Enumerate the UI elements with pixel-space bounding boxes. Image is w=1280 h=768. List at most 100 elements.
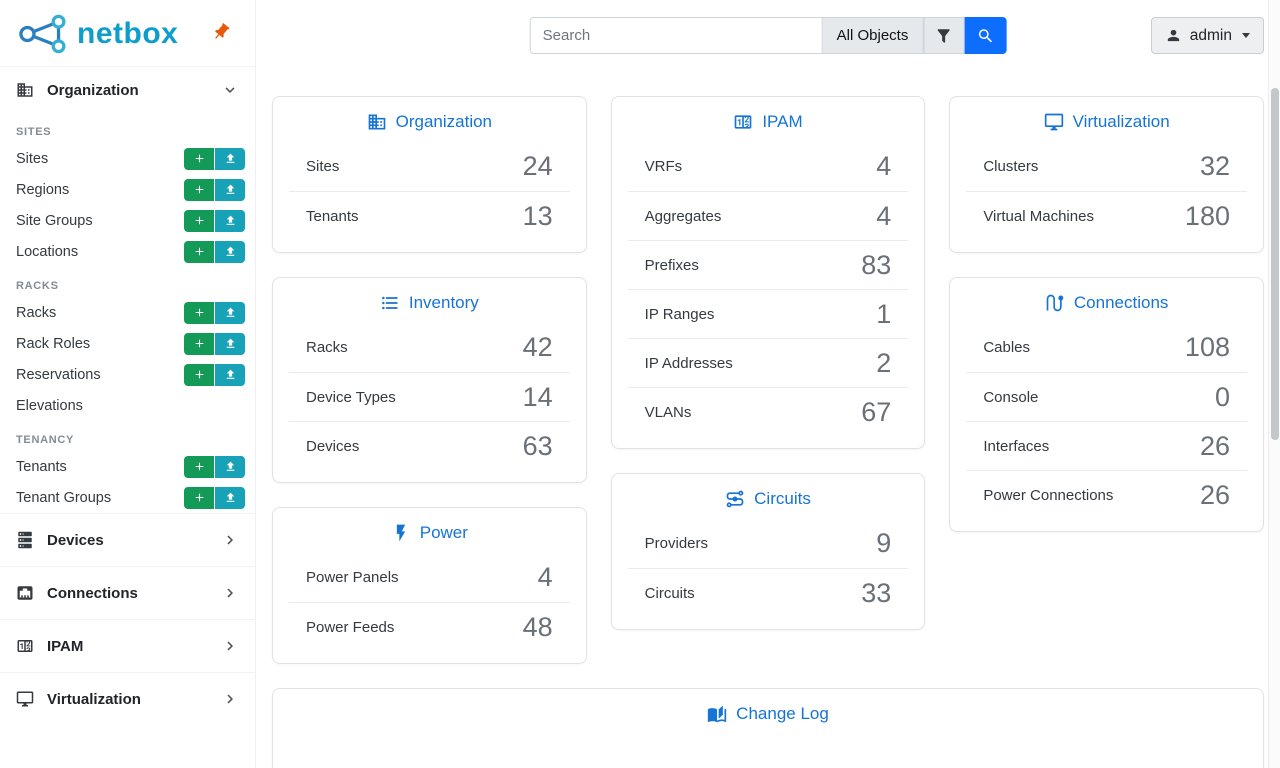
stat-label-link[interactable]: VLANs <box>644 403 692 421</box>
sidebar-section-header-devices[interactable]: Devices <box>0 514 255 566</box>
sidebar-item-sites[interactable]: Sites <box>0 143 255 174</box>
stat-value-link[interactable]: 4 <box>876 200 892 231</box>
stat-label-link[interactable]: Racks <box>306 339 348 356</box>
stat-row: Providers 9 <box>628 519 909 568</box>
card-body: Sites 24 Tenants 13 <box>273 142 586 240</box>
sidebar-item-site-groups[interactable]: Site Groups <box>0 205 255 236</box>
stat-label-link[interactable]: Power Panels <box>306 569 399 586</box>
import-button[interactable] <box>215 147 245 170</box>
stat-value-link[interactable]: 24 <box>522 151 553 181</box>
import-button[interactable] <box>215 209 245 232</box>
stat-label-link[interactable]: Device Types <box>306 388 396 406</box>
stat-label-link[interactable]: Interfaces <box>983 437 1050 455</box>
stat-value-link[interactable]: 26 <box>1199 479 1230 510</box>
sidebar-item-rack-roles[interactable]: Rack Roles <box>0 328 255 359</box>
transit-icon <box>726 490 744 508</box>
add-button[interactable] <box>184 363 214 386</box>
add-button[interactable] <box>184 486 214 509</box>
stat-label-link[interactable]: Power Connections <box>983 486 1114 504</box>
stat-value-link[interactable]: 14 <box>522 381 553 412</box>
add-button[interactable] <box>184 332 214 355</box>
sidebar-section-header-organization[interactable]: Organization <box>0 67 255 113</box>
page-scrollbar[interactable] <box>1268 0 1280 768</box>
sidebar-item-tenants[interactable]: Tenants <box>0 451 255 482</box>
stat-value-link[interactable]: 2 <box>876 347 892 378</box>
sidebar-section-devices: Devices <box>0 513 255 566</box>
stat-label-link[interactable]: Power Feeds <box>306 618 395 636</box>
stat-value-link[interactable]: 48 <box>522 611 553 642</box>
stat-value-link[interactable]: 9 <box>876 528 892 558</box>
add-button[interactable] <box>184 147 214 170</box>
stat-value-link[interactable]: 13 <box>522 200 553 231</box>
stat-label-link[interactable]: Tenants <box>306 207 359 225</box>
sidebar-item-tenant-groups[interactable]: Tenant Groups <box>0 482 255 513</box>
search-submit-button[interactable] <box>964 17 1007 54</box>
stat-value-link[interactable]: 4 <box>876 151 892 181</box>
stat-label-link[interactable]: Console <box>983 388 1039 406</box>
stat-label-link[interactable]: Circuits <box>644 584 695 602</box>
add-button[interactable] <box>184 209 214 232</box>
add-button[interactable] <box>184 178 214 201</box>
sidebar-item-elevations[interactable]: Elevations <box>0 390 255 421</box>
sidebar-item-racks[interactable]: Racks <box>0 297 255 328</box>
stat-value-link[interactable]: 0 <box>1214 381 1230 412</box>
scrollbar-thumb[interactable] <box>1271 88 1279 440</box>
card-title-label: Connections <box>1073 293 1169 312</box>
stat-label-link[interactable]: IP Ranges <box>644 305 715 323</box>
stat-label-link[interactable]: Devices <box>306 437 360 455</box>
pin-sidebar-icon[interactable] <box>211 22 231 42</box>
account-icon <box>1167 29 1179 42</box>
import-button[interactable] <box>215 178 245 201</box>
stat-label-link[interactable]: Providers <box>644 535 709 552</box>
import-button[interactable] <box>215 363 245 386</box>
stat-row: Circuits 33 <box>627 568 909 617</box>
import-button[interactable] <box>215 455 245 478</box>
stat-value-link[interactable]: 4 <box>537 562 553 592</box>
stat-row: Tenants 13 <box>289 191 570 240</box>
netbox-logo-icon[interactable] <box>16 13 70 55</box>
import-button[interactable] <box>215 301 245 324</box>
object-type-button[interactable]: All Objects <box>822 17 924 54</box>
domain-icon <box>17 83 33 97</box>
stat-label-link[interactable]: Cables <box>983 339 1031 356</box>
stat-value-link[interactable]: 63 <box>522 430 553 461</box>
add-button[interactable] <box>184 240 214 263</box>
stat-value-link[interactable]: 32 <box>1199 151 1230 181</box>
stat-value-link[interactable]: 180 <box>1184 200 1230 231</box>
stat-value-link[interactable]: 83 <box>861 249 892 280</box>
user-menu-button[interactable]: admin <box>1150 17 1264 54</box>
upload-icon <box>226 153 234 163</box>
stat-value-link[interactable]: 108 <box>1184 332 1230 362</box>
stat-label-link[interactable]: Aggregates <box>644 207 722 225</box>
sidebar-section-header-connections[interactable]: Connections <box>0 567 255 619</box>
upload-icon <box>226 184 234 194</box>
add-button[interactable] <box>184 455 214 478</box>
sidebar-item-regions[interactable]: Regions <box>0 174 255 205</box>
stat-value-link[interactable]: 1 <box>876 298 892 329</box>
stat-value-link[interactable]: 33 <box>861 577 892 608</box>
sidebar-section-header-virtualization[interactable]: Virtualization <box>0 673 255 725</box>
import-button[interactable] <box>215 486 245 509</box>
sidebar-section-connections: Connections <box>0 566 255 619</box>
netbox-wordmark[interactable]: netbox <box>77 17 179 50</box>
stat-label-link[interactable]: Virtual Machines <box>983 207 1094 225</box>
filter-button[interactable] <box>923 17 965 54</box>
search-input[interactable] <box>529 17 823 54</box>
flash-icon <box>396 524 405 542</box>
stat-value-link[interactable]: 67 <box>861 396 892 427</box>
sidebar-item-label: Site Groups <box>16 212 93 229</box>
stat-label-link[interactable]: Prefixes <box>644 256 699 274</box>
sidebar-item-locations[interactable]: Locations <box>0 236 255 267</box>
import-button[interactable] <box>215 240 245 263</box>
stat-value-link[interactable]: 42 <box>522 332 553 362</box>
add-button[interactable] <box>184 301 214 324</box>
import-button[interactable] <box>215 332 245 355</box>
stat-label-link[interactable]: VRFs <box>644 158 683 175</box>
stat-label-link[interactable]: IP Addresses <box>644 354 733 372</box>
stat-label-link[interactable]: Sites <box>306 158 340 175</box>
stat-label-link[interactable]: Clusters <box>983 158 1039 175</box>
sidebar-section-header-ipam[interactable]: IPAM <box>0 620 255 672</box>
stat-row: VRFs 4 <box>628 142 909 191</box>
sidebar-item-reservations[interactable]: Reservations <box>0 359 255 390</box>
stat-value-link[interactable]: 26 <box>1199 430 1230 461</box>
